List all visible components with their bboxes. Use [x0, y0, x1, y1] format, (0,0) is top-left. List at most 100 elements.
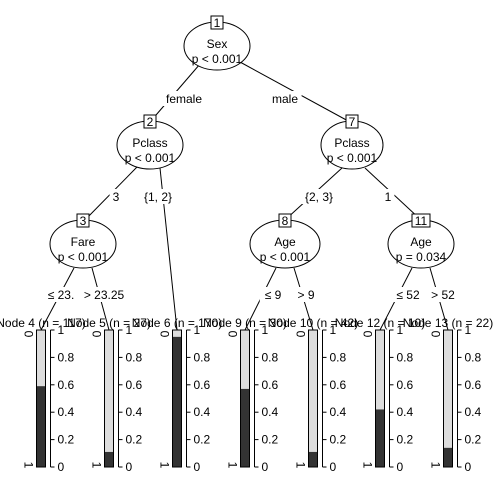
bar-axis-tick-label: 0.8 — [397, 350, 414, 364]
node-id-box — [345, 114, 359, 129]
bar-axis-tick-label: 1 — [194, 323, 201, 337]
bar-segment-light — [104, 330, 114, 452]
bar-category-label: 1 — [90, 462, 104, 469]
edge-label: > 52 — [431, 288, 455, 302]
bar-axis-tick-label: 0.6 — [262, 378, 279, 392]
edge-label-background — [160, 91, 208, 106]
terminal-node-label: Node 13 (n = 22) — [403, 316, 493, 330]
node-p-value: p < 0.001 — [125, 151, 176, 165]
node-p-value: p = 0.034 — [396, 250, 447, 264]
node-id-box — [210, 15, 224, 30]
bar-axis-tick-label: 0.4 — [58, 405, 75, 419]
bar-segment-dark — [172, 336, 182, 467]
edge-label-background — [295, 189, 343, 204]
bar-axis-tick-label: 0 — [126, 460, 133, 474]
edge-label-background — [268, 91, 302, 106]
bar-segment-dark — [443, 447, 453, 467]
node-variable: Pclass — [334, 136, 369, 150]
bar-axis-tick-label: 0.2 — [465, 433, 482, 447]
bar-category-label: 1 — [429, 462, 443, 469]
node-variable: Pclass — [132, 136, 167, 150]
bar-axis-tick-label: 0.2 — [126, 433, 143, 447]
edge-label-background — [259, 287, 287, 302]
bar-axis-tick-label: 0.2 — [58, 433, 75, 447]
node-variable: Sex — [207, 37, 228, 51]
bar-axis-tick-label: 0.4 — [465, 405, 482, 419]
bar-category-label: 0 — [294, 331, 308, 338]
bar-axis-tick-label: 0.2 — [397, 433, 414, 447]
edge-label: 3 — [113, 190, 120, 204]
bar-category-label: 1 — [226, 462, 240, 469]
bar-category-label: 0 — [22, 331, 36, 338]
bar-axis-tick-label: 1 — [126, 323, 133, 337]
node-variable: Age — [274, 235, 296, 249]
bar-category-label: 1 — [22, 462, 36, 469]
terminal-node-label: Node 10 (n = 42) — [268, 316, 358, 330]
node-id-box — [278, 213, 292, 228]
node-p-value: p < 0.001 — [260, 250, 311, 264]
bar-axis-tick-label: 0 — [58, 460, 65, 474]
bar-frame — [240, 329, 250, 468]
node-id: 1 — [214, 16, 221, 30]
terminal-node-label: Node 6 (n = 170) — [132, 316, 222, 330]
node-id: 11 — [415, 214, 428, 228]
bar-category-label: 0 — [361, 331, 375, 338]
edge-label-background — [426, 287, 460, 302]
bar-axis-tick-label: 0 — [465, 460, 472, 474]
bar-category-label: 1 — [294, 462, 308, 469]
bar-axis-tick-label: 0.2 — [194, 433, 211, 447]
bar-category-label: 1 — [158, 462, 172, 469]
bar-axis-tick-label: 0.6 — [330, 378, 347, 392]
edge-label: {1, 2} — [144, 190, 172, 204]
bar-axis-tick-label: 0 — [194, 460, 201, 474]
terminal-node-label: Node 9 (n = 30) — [203, 316, 287, 330]
edge-label: ≤ 23. — [48, 288, 75, 302]
edge-label-background — [41, 287, 81, 302]
node-variable: Fare — [71, 235, 96, 249]
bar-axis-tick-label: 0.8 — [58, 350, 75, 364]
bar-segment-dark — [240, 388, 250, 467]
terminal-node-label: Node 5 (n = 27) — [67, 316, 151, 330]
edge-label: male — [272, 92, 298, 106]
bar-frame — [36, 329, 46, 468]
bar-segment-dark — [36, 386, 46, 467]
node-id-box — [76, 213, 90, 228]
bar-frame — [375, 329, 385, 468]
node-id: 7 — [349, 115, 356, 129]
bar-category-label: 0 — [158, 331, 172, 338]
bar-axis-tick-label: 0 — [330, 460, 337, 474]
edge-label-background — [292, 287, 320, 302]
edge-label: ≤ 52 — [396, 288, 420, 302]
node-id-box — [143, 114, 157, 129]
bar-axis-tick-label: 1 — [262, 323, 269, 337]
bar-axis-tick-label: 1 — [397, 323, 404, 337]
node-p-value: p < 0.001 — [58, 250, 109, 264]
edge-label: > 9 — [297, 288, 314, 302]
bar-segment-light — [375, 330, 385, 410]
edge-label-background — [109, 189, 123, 204]
edge-label-background — [391, 287, 425, 302]
node-id: 8 — [282, 214, 289, 228]
node-p-value: p < 0.001 — [327, 151, 378, 165]
bar-segment-light — [308, 330, 318, 452]
node-variable: Age — [410, 235, 432, 249]
bar-segment-light — [443, 330, 453, 448]
edge-label: > 23.25 — [84, 288, 125, 302]
bar-axis-tick-label: 0 — [397, 460, 404, 474]
bar-axis-tick-label: 0.8 — [126, 350, 143, 364]
terminal-node-label: Node 12 (n = 10) — [335, 316, 425, 330]
edge-label: 1 — [385, 190, 392, 204]
edge-label: female — [166, 92, 202, 106]
bar-axis-tick-label: 0.4 — [397, 405, 414, 419]
bar-segment-dark — [375, 409, 385, 467]
